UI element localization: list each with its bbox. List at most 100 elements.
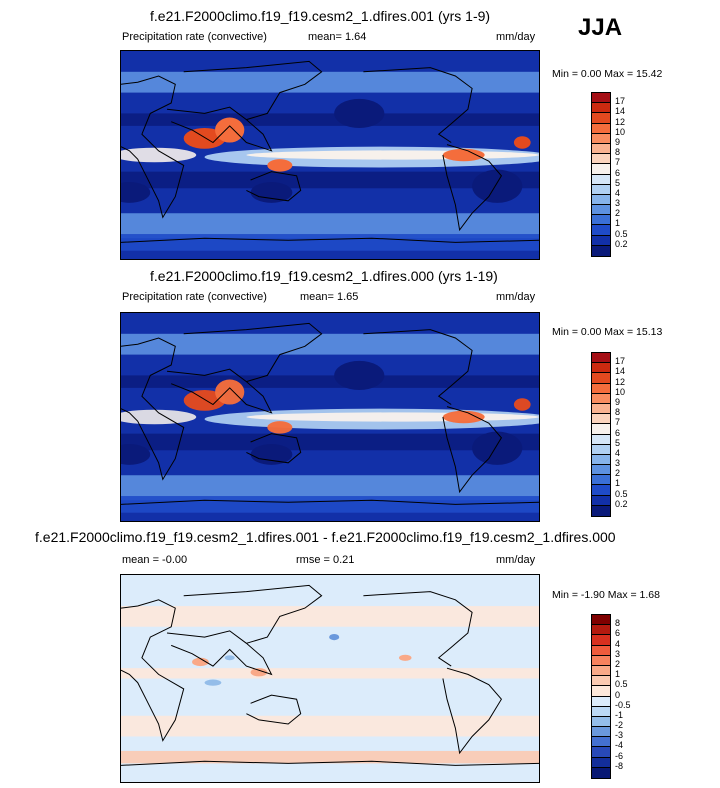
colorbar-swatch — [592, 625, 610, 636]
colorbar-tick-label: 0.5 — [615, 228, 628, 239]
colorbar-tick-label: 6 — [615, 628, 621, 639]
panel3-map — [120, 574, 540, 783]
colorbar-tick-label: 10 — [615, 126, 626, 137]
colorbar-swatch — [592, 393, 610, 404]
colorbar-tick-label: 8 — [615, 147, 621, 158]
colorbar-tick-label: 4 — [615, 187, 621, 198]
colorbar-swatch — [592, 495, 610, 506]
colorbar-swatch — [592, 143, 610, 155]
panel2-minmax: Min = 0.00 Max = 15.13 — [552, 326, 663, 338]
colorbar-tick-label: 3 — [615, 198, 621, 209]
colorbar-tick-label: 1 — [615, 218, 621, 229]
colorbar-swatch — [592, 235, 610, 246]
colorbar-tick-label: 14 — [615, 106, 626, 117]
colorbar-tick-label: 0.2 — [615, 238, 628, 249]
colorbar-tick-label: 12 — [615, 116, 626, 127]
colorbar-tick-label: 2 — [615, 468, 621, 479]
colorbar-swatch — [592, 676, 610, 687]
panel3-units: mm/day — [496, 554, 536, 566]
panel1-colorbar — [591, 92, 611, 257]
colorbar-tick-label: 3 — [615, 458, 621, 469]
colorbar-swatch — [592, 727, 610, 738]
panel3-colorbar — [591, 614, 611, 779]
colorbar-swatch — [592, 414, 610, 425]
colorbar-tick-label: 7 — [615, 417, 621, 428]
panel3-map-svg — [121, 575, 539, 782]
colorbar-swatch — [592, 706, 610, 717]
colorbar-tick-label: -0.5 — [615, 699, 631, 710]
colorbar-swatch — [592, 205, 610, 216]
colorbar-swatch — [592, 383, 610, 394]
colorbar-tick-label: 8 — [615, 618, 621, 629]
panel1-map — [120, 50, 540, 260]
colorbar-tick-label: 14 — [615, 366, 626, 377]
colorbar-swatch — [592, 767, 610, 778]
colorbar-tick-label: 5 — [615, 437, 621, 448]
colorbar-swatch — [592, 215, 610, 226]
colorbar-swatch — [592, 184, 610, 195]
colorbar-swatch — [592, 93, 610, 104]
colorbar-swatch — [592, 123, 610, 134]
colorbar-swatch — [592, 716, 610, 728]
colorbar-swatch — [592, 154, 610, 165]
colorbar-tick-label: -6 — [615, 750, 624, 761]
colorbar-swatch — [592, 363, 610, 374]
colorbar-tick-label: 10 — [615, 386, 626, 397]
panel1-variable: Precipitation rate (convective) — [122, 31, 267, 43]
colorbar-tick-label: -8 — [615, 760, 624, 771]
colorbar-swatch — [592, 665, 610, 677]
colorbar-tick-label: 12 — [615, 376, 626, 387]
colorbar-swatch — [592, 194, 610, 206]
colorbar-tick-label: 17 — [615, 96, 626, 107]
colorbar-swatch — [592, 655, 610, 666]
panel3-title: f.e21.F2000climo.f19_f19.cesm2_1.dfires.… — [35, 529, 616, 545]
colorbar-swatch — [592, 245, 610, 256]
colorbar-tick-label: 8 — [615, 407, 621, 418]
colorbar-swatch — [592, 133, 610, 144]
panel3-minmax: Min = -1.90 Max = 1.68 — [552, 589, 660, 601]
colorbar-swatch — [592, 696, 610, 707]
panel2-title: f.e21.F2000climo.f19_f19.cesm2_1.dfires.… — [150, 268, 498, 284]
colorbar-tick-label: -1 — [615, 709, 624, 720]
colorbar-tick-label: 0.2 — [615, 498, 628, 509]
colorbar-swatch — [592, 737, 610, 748]
panel3-rmse: rmse = 0.21 — [296, 554, 355, 566]
colorbar-swatch — [592, 434, 610, 445]
colorbar-swatch — [592, 757, 610, 768]
colorbar-tick-label: 2 — [615, 658, 621, 669]
colorbar-tick-label: 1 — [615, 478, 621, 489]
colorbar-swatch — [592, 113, 610, 124]
season-label: JJA — [578, 14, 623, 41]
panel2-map-svg — [121, 313, 539, 521]
colorbar-swatch — [592, 686, 610, 697]
colorbar-swatch — [592, 103, 610, 114]
colorbar-swatch — [592, 505, 610, 516]
colorbar-tick-label: -2 — [615, 720, 624, 731]
colorbar-tick-label: 9 — [615, 396, 621, 407]
colorbar-swatch — [592, 635, 610, 646]
colorbar-swatch — [592, 615, 610, 626]
colorbar-tick-label: 17 — [615, 356, 626, 367]
panel1-minmax: Min = 0.00 Max = 15.42 — [552, 68, 663, 80]
panel1-title: f.e21.F2000climo.f19_f19.cesm2_1.dfires.… — [150, 8, 491, 24]
colorbar-tick-label: -3 — [615, 730, 624, 741]
colorbar-swatch — [592, 174, 610, 185]
colorbar-swatch — [592, 164, 610, 175]
panel1-mean: mean= 1.64 — [308, 31, 367, 43]
colorbar-swatch — [592, 444, 610, 455]
colorbar-tick-label: 0.5 — [615, 488, 628, 499]
colorbar-tick-label: 0.5 — [615, 679, 628, 690]
colorbar-tick-label: 7 — [615, 157, 621, 168]
colorbar-swatch — [592, 225, 610, 236]
panel2-variable: Precipitation rate (convective) — [122, 291, 267, 303]
colorbar-swatch — [592, 465, 610, 476]
colorbar-swatch — [592, 373, 610, 384]
panel1-units: mm/day — [496, 31, 536, 43]
panel2-map — [120, 312, 540, 522]
colorbar-tick-label: 6 — [615, 167, 621, 178]
colorbar-tick-label: 3 — [615, 648, 621, 659]
colorbar-swatch — [592, 424, 610, 435]
colorbar-swatch — [592, 403, 610, 415]
colorbar-tick-label: 9 — [615, 136, 621, 147]
colorbar-tick-label: 6 — [615, 427, 621, 438]
